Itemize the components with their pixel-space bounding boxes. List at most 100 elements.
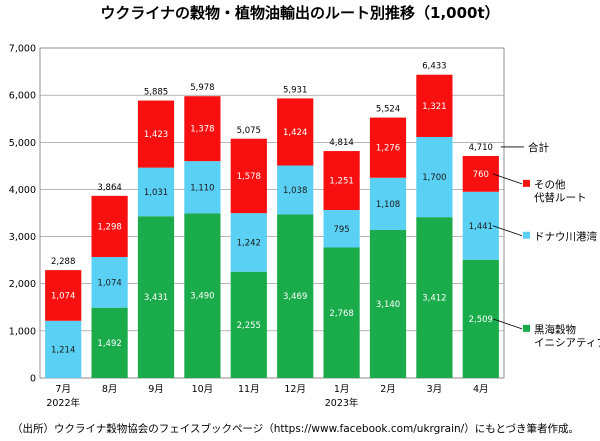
x-tick-label: 11月 <box>238 384 260 395</box>
year-label: 2022年 <box>46 397 80 409</box>
year-label: 2023年 <box>325 397 359 409</box>
total-label: 2,288 <box>51 257 75 267</box>
segment-value-label: 3,490 <box>190 292 214 302</box>
bar-segment <box>277 214 314 378</box>
total-label: 5,885 <box>144 88 168 98</box>
legend-label: 代替ルート <box>534 191 587 204</box>
segment-value-label: 1,251 <box>329 177 353 187</box>
legend-leader-line <box>492 318 523 330</box>
y-tick-label: 5,000 <box>9 138 36 149</box>
segment-value-label: 760 <box>473 170 489 180</box>
segment-value-label: 1,424 <box>283 128 307 138</box>
segment-value-label: 1,321 <box>422 102 446 112</box>
bar-segment <box>137 100 175 168</box>
segment-value-label: 1,110 <box>190 183 214 193</box>
bar-segment <box>323 210 360 248</box>
segment-value-label: 1,038 <box>283 186 307 196</box>
segment-value-label: 3,431 <box>144 293 168 303</box>
segment-value-label: 1,074 <box>97 278 121 288</box>
segment-value-label: 1,214 <box>51 345 75 355</box>
segment-value-label: 1,492 <box>97 339 121 349</box>
segment-value-label: 1,578 <box>237 172 261 182</box>
legend-label: その他 <box>534 178 566 191</box>
bar-segment <box>184 213 221 378</box>
bar-segment <box>230 271 267 378</box>
segment-value-label: 795 <box>333 225 349 235</box>
legend-swatch <box>523 179 530 187</box>
legend-swatch <box>523 231 530 239</box>
bar-segment <box>369 177 407 230</box>
segment-value-label: 1,298 <box>97 222 121 232</box>
segment-value-label: 2,255 <box>237 321 261 331</box>
source-note: （出所）ウクライナ穀物協会のフェイスブックページ（https://www.fac… <box>12 422 579 435</box>
y-axis-ticks: 0 1,000 2,000 3,000 4,000 5,000 6,000 7,000 <box>9 44 36 385</box>
x-tick-label: 2月 <box>380 384 396 395</box>
segment-value-label: 3,412 <box>422 294 446 304</box>
total-label: 4,710 <box>469 143 493 153</box>
bar-segment <box>91 257 128 308</box>
legend-label: ドナウ川港湾 <box>534 230 597 243</box>
bar-segment <box>323 151 360 211</box>
bar-segment <box>369 229 407 378</box>
segment-value-label: 3,140 <box>376 300 400 310</box>
segment-value-label: 3,469 <box>283 292 307 302</box>
x-tick-label: 9月 <box>148 384 164 395</box>
chart-title: ウクライナの穀物・植物油輸出のルート別推移（1,000t） <box>100 4 499 22</box>
bar-segment <box>137 167 175 217</box>
y-tick-label: 2,000 <box>9 279 36 290</box>
bar-segment <box>45 320 82 378</box>
y-tick-label: 3,000 <box>9 232 36 243</box>
segment-value-label: 1,242 <box>237 238 261 248</box>
segment-value-label: 1,108 <box>376 200 400 210</box>
bar-segment <box>369 117 407 178</box>
x-axis-ticks: 7月 8月 9月 10月 11月 12月 1月 2月 3月 4月 2022年 2023年 <box>46 384 488 409</box>
bar-segment <box>91 195 128 258</box>
bar-segment <box>277 165 314 215</box>
total-label: 6,433 <box>422 62 446 72</box>
bar-segment <box>462 155 499 192</box>
segment-value-label: 2,509 <box>469 315 493 325</box>
legend-total-label: 合計 <box>528 141 549 154</box>
x-tick-label: 8月 <box>102 384 118 395</box>
bar-segment <box>416 217 453 378</box>
legend-leader-line <box>492 225 523 237</box>
bar-segment <box>91 307 128 378</box>
bar-segment <box>45 270 82 321</box>
bar-segment <box>462 259 499 378</box>
bar-segment <box>230 138 267 214</box>
x-tick-label: 12月 <box>284 384 306 395</box>
bars: 1,214 1,074 2,288 1,492 1,074 1,298 3,864 3,431… <box>45 62 499 378</box>
segment-value-label: 1,378 <box>190 125 214 135</box>
legend-label: イニシアティブ <box>534 336 600 349</box>
total-label: 5,524 <box>376 105 400 115</box>
x-tick-label: 7月 <box>55 384 71 395</box>
bar-segment <box>323 247 360 378</box>
x-tick-label: 10月 <box>192 384 214 395</box>
legend-label: 黒海穀物 <box>534 323 576 336</box>
segment-value-label: 1,423 <box>144 130 168 140</box>
x-tick-label: 1月 <box>334 384 350 395</box>
bar-segment <box>462 191 499 260</box>
total-label: 5,931 <box>283 85 307 95</box>
total-label: 5,978 <box>190 83 214 93</box>
legend-swatch <box>523 324 530 332</box>
y-tick-label: 4,000 <box>9 185 36 196</box>
segment-value-label: 1,276 <box>376 144 400 154</box>
y-tick-label: 7,000 <box>9 44 36 55</box>
segment-value-label: 1,031 <box>144 188 168 198</box>
bar-segment <box>277 98 314 166</box>
bar-segment <box>184 161 221 214</box>
segment-value-label: 1,700 <box>422 173 446 183</box>
y-tick-label: 0 <box>30 374 36 385</box>
total-label: 3,864 <box>97 183 121 193</box>
bar-segment <box>137 216 175 378</box>
bar-segment <box>416 74 453 138</box>
x-tick-label: 3月 <box>427 384 443 395</box>
bar-segment <box>230 213 267 272</box>
x-tick-label: 4月 <box>473 384 489 395</box>
segment-value-label: 1,441 <box>469 222 493 232</box>
segment-value-label: 2,768 <box>329 309 353 319</box>
segment-value-label: 1,074 <box>51 291 75 301</box>
